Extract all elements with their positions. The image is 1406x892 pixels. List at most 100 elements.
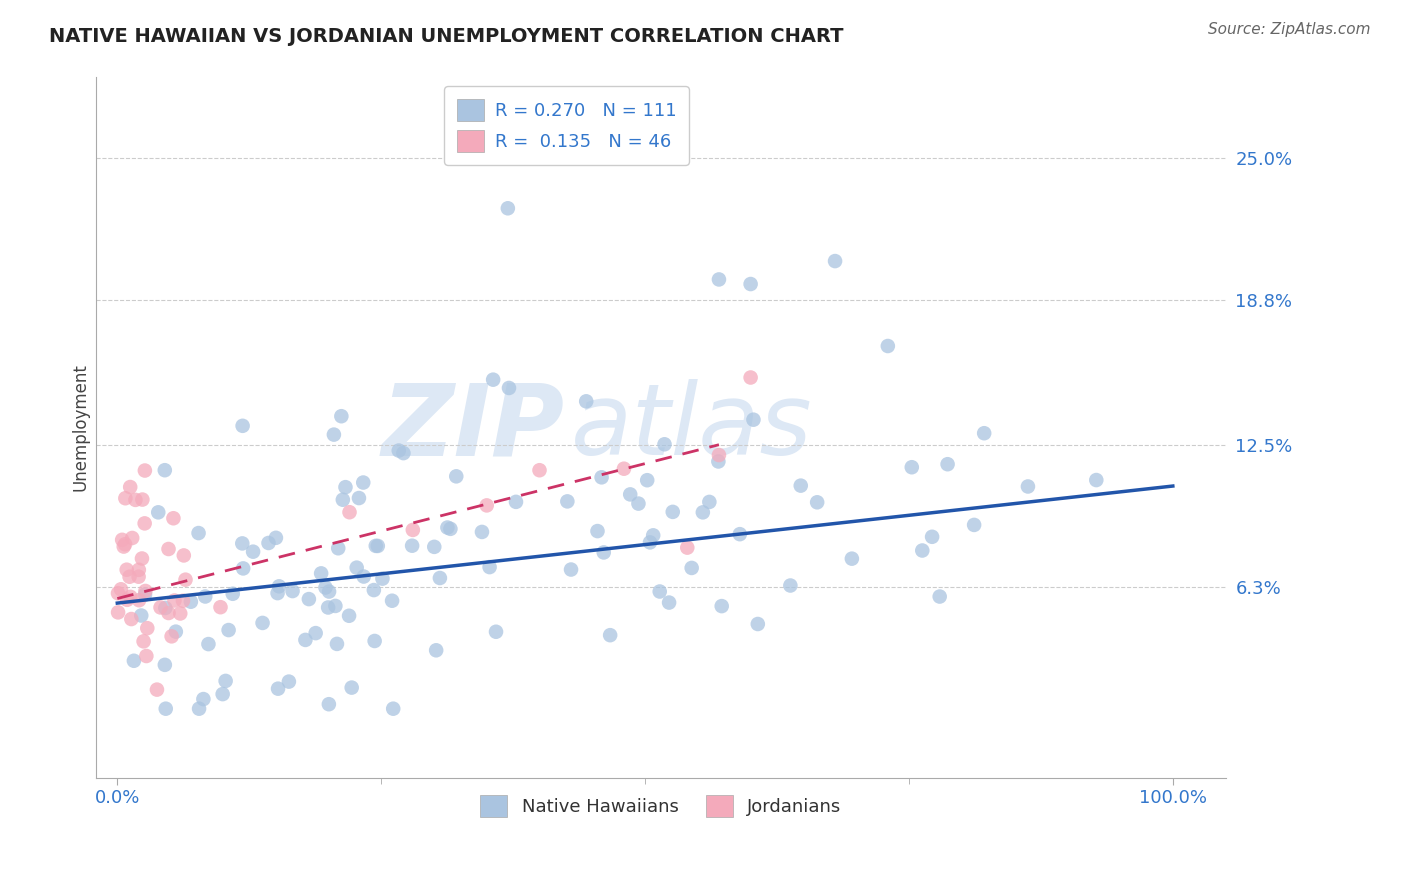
Point bbox=[963, 517, 986, 532]
Point bbox=[211, 687, 233, 701]
Point bbox=[841, 551, 863, 566]
Point bbox=[423, 540, 446, 554]
Point bbox=[128, 593, 150, 607]
Point bbox=[325, 599, 347, 613]
Point bbox=[187, 526, 209, 541]
Point bbox=[134, 516, 156, 531]
Point bbox=[174, 573, 197, 587]
Point bbox=[107, 606, 129, 620]
Point bbox=[699, 495, 721, 509]
Point bbox=[692, 505, 714, 519]
Point bbox=[335, 480, 357, 494]
Point bbox=[316, 600, 339, 615]
Point bbox=[214, 673, 236, 688]
Point bbox=[146, 682, 169, 697]
Point bbox=[162, 511, 184, 525]
Point bbox=[557, 494, 579, 508]
Point bbox=[332, 492, 354, 507]
Point bbox=[936, 457, 959, 471]
Point bbox=[120, 480, 142, 494]
Point bbox=[364, 539, 387, 553]
Point bbox=[115, 592, 138, 607]
Point bbox=[648, 584, 671, 599]
Point bbox=[188, 702, 211, 716]
Point bbox=[197, 637, 219, 651]
Point bbox=[314, 581, 336, 595]
Point bbox=[643, 528, 665, 542]
Point bbox=[114, 537, 136, 551]
Point bbox=[482, 373, 505, 387]
Y-axis label: Unemployment: Unemployment bbox=[72, 364, 89, 491]
Point bbox=[110, 582, 132, 597]
Point bbox=[305, 626, 328, 640]
Point bbox=[134, 464, 156, 478]
Point bbox=[122, 654, 145, 668]
Point bbox=[172, 593, 194, 607]
Point bbox=[131, 492, 153, 507]
Point bbox=[790, 478, 813, 492]
Point bbox=[160, 629, 183, 643]
Point bbox=[135, 648, 157, 663]
Point bbox=[318, 697, 340, 711]
Point bbox=[347, 491, 370, 505]
Point bbox=[148, 505, 170, 519]
Point bbox=[439, 522, 461, 536]
Point bbox=[478, 560, 501, 574]
Point bbox=[710, 599, 733, 613]
Point bbox=[353, 569, 375, 583]
Point bbox=[153, 657, 176, 672]
Point bbox=[742, 413, 765, 427]
Point bbox=[128, 570, 150, 584]
Point bbox=[876, 339, 898, 353]
Point bbox=[231, 536, 253, 550]
Point bbox=[740, 370, 762, 384]
Point bbox=[128, 563, 150, 577]
Point bbox=[218, 623, 240, 637]
Point bbox=[638, 535, 661, 549]
Point bbox=[222, 587, 245, 601]
Point bbox=[471, 524, 494, 539]
Point bbox=[436, 520, 458, 534]
Point bbox=[322, 427, 344, 442]
Point bbox=[586, 524, 609, 538]
Point bbox=[382, 702, 405, 716]
Point bbox=[124, 492, 146, 507]
Point bbox=[363, 634, 385, 648]
Point bbox=[681, 561, 703, 575]
Point bbox=[505, 495, 527, 509]
Point bbox=[169, 607, 191, 621]
Point bbox=[928, 590, 950, 604]
Point bbox=[911, 543, 934, 558]
Point bbox=[134, 588, 156, 602]
Point bbox=[806, 495, 828, 509]
Point bbox=[107, 586, 129, 600]
Point bbox=[153, 463, 176, 477]
Point bbox=[134, 584, 156, 599]
Point bbox=[363, 583, 385, 598]
Point bbox=[257, 536, 280, 550]
Point bbox=[330, 409, 353, 424]
Text: atlas: atlas bbox=[571, 379, 813, 476]
Point bbox=[157, 606, 180, 620]
Point bbox=[136, 621, 159, 635]
Point bbox=[180, 595, 202, 609]
Point bbox=[281, 584, 304, 599]
Point bbox=[120, 590, 142, 604]
Point bbox=[132, 634, 155, 648]
Point bbox=[194, 590, 217, 604]
Point bbox=[193, 692, 215, 706]
Point bbox=[131, 551, 153, 566]
Point bbox=[266, 586, 288, 600]
Point bbox=[485, 624, 508, 639]
Point bbox=[298, 592, 321, 607]
Point bbox=[309, 566, 332, 581]
Point bbox=[636, 473, 658, 487]
Point bbox=[118, 570, 141, 584]
Point bbox=[496, 202, 519, 216]
Point bbox=[112, 540, 135, 554]
Point bbox=[328, 541, 350, 556]
Point bbox=[591, 470, 613, 484]
Point bbox=[367, 539, 389, 553]
Point bbox=[661, 505, 683, 519]
Point bbox=[446, 469, 468, 483]
